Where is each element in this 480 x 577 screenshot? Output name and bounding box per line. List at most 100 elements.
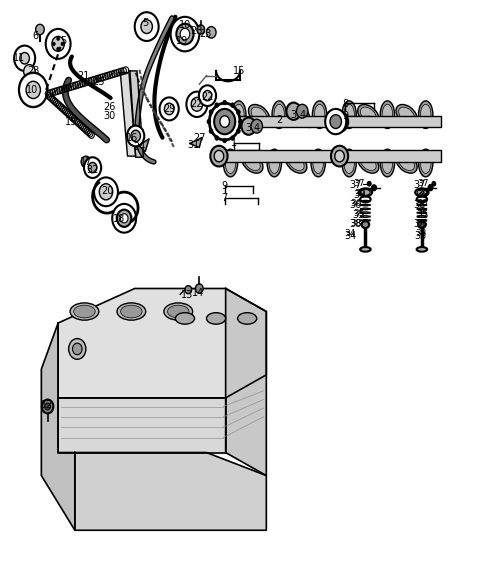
Circle shape [197, 25, 204, 34]
Circle shape [94, 177, 118, 206]
Ellipse shape [70, 303, 99, 320]
Circle shape [81, 156, 91, 168]
Circle shape [335, 151, 344, 162]
Circle shape [251, 119, 263, 133]
Ellipse shape [288, 155, 304, 171]
Text: 35: 35 [352, 210, 365, 220]
Ellipse shape [360, 155, 376, 171]
Ellipse shape [291, 107, 307, 122]
Text: 34: 34 [344, 228, 356, 238]
Circle shape [52, 42, 55, 46]
Ellipse shape [380, 101, 395, 129]
Circle shape [210, 146, 228, 167]
Ellipse shape [289, 104, 310, 125]
Circle shape [209, 129, 213, 133]
Circle shape [185, 286, 192, 294]
Text: 37: 37 [353, 179, 364, 188]
Circle shape [335, 116, 344, 128]
Ellipse shape [164, 303, 192, 320]
Text: 37: 37 [413, 180, 426, 190]
Ellipse shape [74, 305, 95, 318]
Circle shape [372, 185, 376, 190]
Circle shape [331, 111, 348, 132]
Ellipse shape [360, 247, 371, 252]
Ellipse shape [399, 155, 414, 171]
Bar [336, 116, 441, 128]
Ellipse shape [420, 153, 431, 173]
Circle shape [120, 213, 128, 223]
Ellipse shape [234, 104, 244, 125]
Ellipse shape [232, 101, 246, 129]
Circle shape [19, 73, 48, 107]
Circle shape [206, 27, 216, 38]
Circle shape [203, 91, 212, 101]
Circle shape [176, 24, 193, 44]
Ellipse shape [286, 153, 307, 173]
Ellipse shape [344, 104, 354, 125]
Text: 22: 22 [191, 99, 203, 109]
Circle shape [199, 85, 216, 106]
Ellipse shape [419, 101, 433, 129]
Ellipse shape [415, 188, 429, 196]
Ellipse shape [269, 153, 279, 173]
Circle shape [42, 400, 53, 413]
Circle shape [231, 103, 235, 107]
Polygon shape [130, 71, 144, 158]
Text: 36: 36 [416, 199, 428, 208]
Circle shape [214, 151, 224, 162]
Circle shape [215, 136, 219, 140]
Ellipse shape [396, 104, 417, 125]
Text: 39: 39 [354, 190, 366, 200]
Circle shape [220, 116, 229, 128]
Ellipse shape [358, 104, 379, 125]
Text: 32: 32 [86, 165, 99, 175]
Text: 38: 38 [350, 219, 361, 228]
Text: 16: 16 [126, 133, 138, 143]
Ellipse shape [117, 303, 146, 320]
Text: 35: 35 [416, 209, 428, 218]
Circle shape [57, 47, 60, 51]
Text: 33: 33 [415, 231, 427, 241]
Circle shape [220, 111, 237, 132]
Text: 35: 35 [417, 210, 429, 220]
Text: 11: 11 [13, 53, 25, 63]
Circle shape [69, 339, 86, 359]
Ellipse shape [175, 313, 194, 324]
Text: 20: 20 [101, 186, 113, 196]
Ellipse shape [249, 104, 270, 125]
Ellipse shape [418, 221, 426, 228]
Circle shape [287, 103, 301, 120]
Ellipse shape [311, 149, 325, 177]
Text: 21: 21 [77, 70, 89, 81]
Circle shape [237, 129, 240, 133]
Text: 2: 2 [276, 115, 282, 125]
Text: 7: 7 [222, 193, 228, 203]
Text: 19: 19 [65, 117, 78, 126]
Circle shape [223, 100, 227, 105]
Ellipse shape [342, 149, 356, 177]
Circle shape [195, 284, 203, 293]
Polygon shape [190, 138, 202, 148]
Text: 38: 38 [413, 219, 426, 229]
Ellipse shape [342, 101, 356, 129]
Polygon shape [139, 139, 149, 152]
Text: 25: 25 [93, 77, 105, 88]
Circle shape [88, 163, 97, 173]
Circle shape [170, 17, 199, 51]
Ellipse shape [242, 153, 263, 173]
Text: 1: 1 [231, 138, 237, 148]
Circle shape [26, 81, 40, 99]
Circle shape [241, 118, 256, 135]
Text: 5: 5 [60, 36, 66, 46]
Text: 15: 15 [233, 66, 245, 76]
Ellipse shape [120, 305, 142, 318]
Circle shape [84, 158, 101, 178]
Text: 37: 37 [349, 180, 362, 190]
Circle shape [52, 36, 64, 51]
Circle shape [112, 204, 136, 233]
Bar [215, 151, 336, 162]
Ellipse shape [399, 107, 414, 122]
Circle shape [36, 24, 44, 35]
Circle shape [164, 103, 174, 115]
Text: 4: 4 [299, 110, 305, 119]
